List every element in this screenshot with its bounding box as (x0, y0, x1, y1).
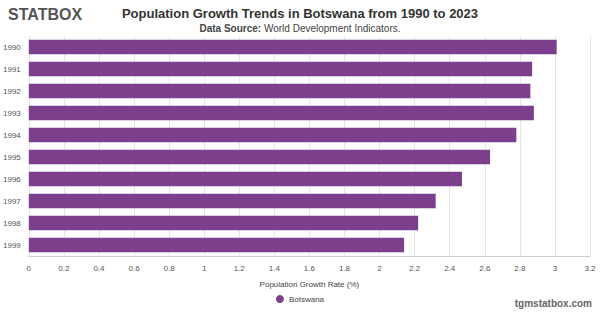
svg-text:2.4: 2.4 (444, 264, 456, 273)
svg-text:0.6: 0.6 (128, 264, 140, 273)
svg-text:Population Growth Trends in Bo: Population Growth Trends in Botswana fro… (122, 6, 478, 21)
svg-text:1995: 1995 (3, 153, 21, 162)
svg-text:1: 1 (202, 264, 207, 273)
svg-text:0: 0 (27, 264, 32, 273)
svg-text:1991: 1991 (3, 65, 21, 74)
svg-text:2.6: 2.6 (479, 264, 491, 273)
svg-text:1998: 1998 (3, 219, 21, 228)
svg-text:tgmstatbox.com: tgmstatbox.com (515, 298, 592, 309)
svg-text:1990: 1990 (3, 43, 21, 52)
svg-text:3: 3 (553, 264, 558, 273)
svg-text:3.2: 3.2 (584, 264, 596, 273)
svg-text:1.4: 1.4 (269, 264, 281, 273)
svg-text:1.8: 1.8 (339, 264, 351, 273)
svg-text:1993: 1993 (3, 109, 21, 118)
svg-text:STATBOX: STATBOX (8, 6, 82, 23)
svg-text:2.8: 2.8 (514, 264, 526, 273)
svg-text:Botswana: Botswana (289, 295, 325, 304)
svg-text:1997: 1997 (3, 197, 21, 206)
svg-text:Population Growth Rate (%): Population Growth Rate (%) (260, 280, 360, 289)
svg-text:World Development Indicators.: World Development Indicators. (261, 23, 400, 34)
svg-text:0.2: 0.2 (58, 264, 70, 273)
svg-text:1999: 1999 (3, 241, 21, 250)
svg-text:2: 2 (377, 264, 382, 273)
svg-text:1992: 1992 (3, 87, 21, 96)
svg-text:1996: 1996 (3, 175, 21, 184)
svg-text:0.8: 0.8 (164, 264, 176, 273)
svg-text:1994: 1994 (3, 131, 21, 140)
svg-text:2.2: 2.2 (409, 264, 421, 273)
svg-text:1.6: 1.6 (304, 264, 316, 273)
svg-text:Data Source:: Data Source: (199, 23, 261, 34)
svg-text:0.4: 0.4 (93, 264, 105, 273)
svg-text:1.2: 1.2 (234, 264, 246, 273)
